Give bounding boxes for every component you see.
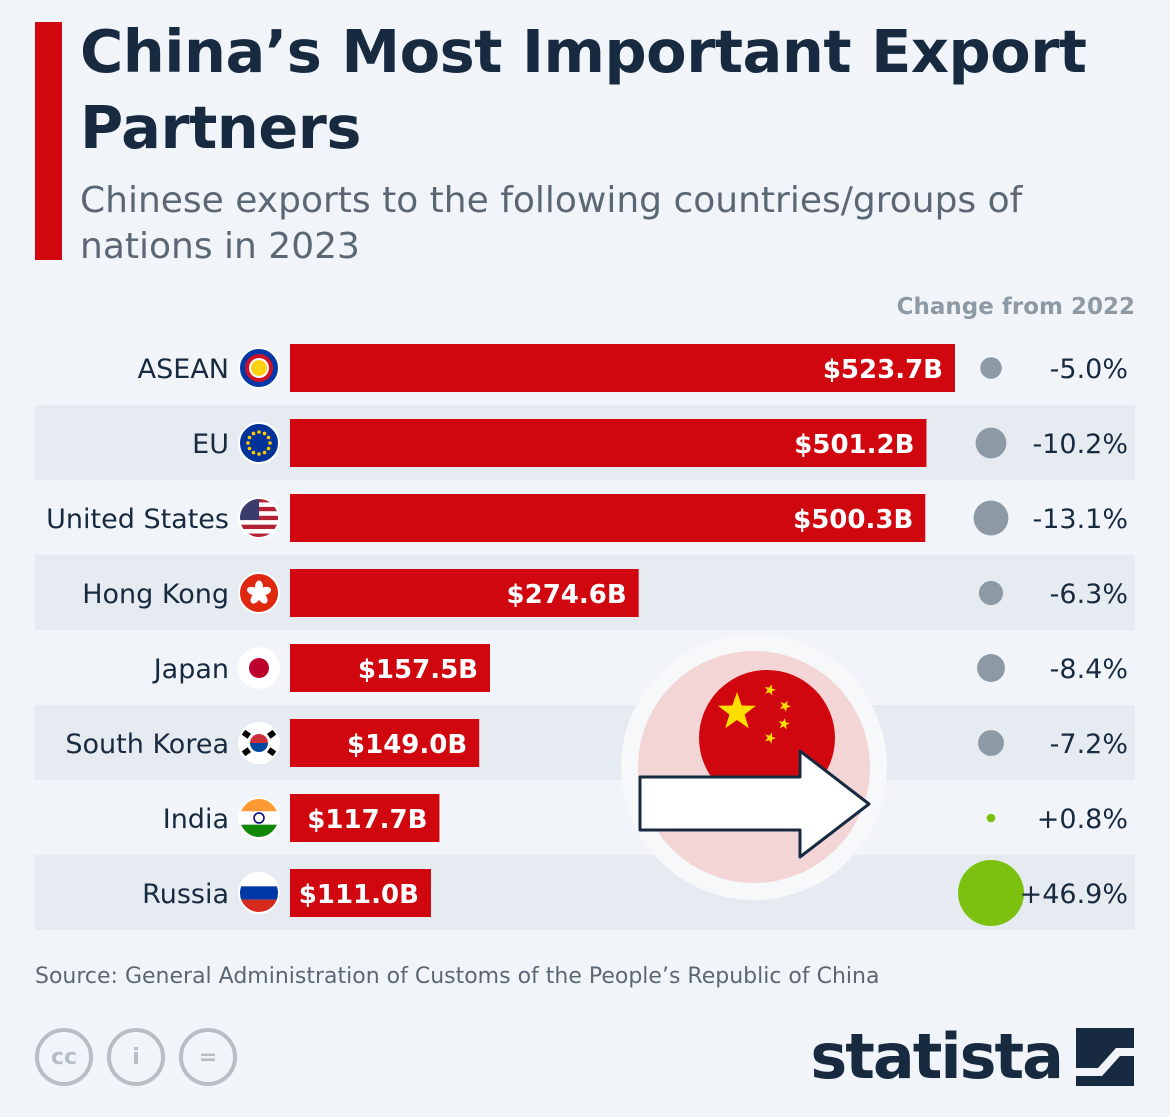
change-label: -10.2% (1032, 429, 1128, 460)
bar-row: Japan $157.5B -8.4% (152, 644, 1128, 692)
change-dot (978, 730, 1004, 756)
south-korea-flag-icon (239, 723, 279, 763)
bar[interactable] (290, 344, 955, 392)
asean-emblem-icon (239, 348, 279, 388)
hong-kong-flag-icon (239, 573, 279, 613)
china-big-star-icon (718, 692, 756, 729)
category-label: United States (46, 504, 229, 535)
china-small-star-icon (779, 700, 791, 712)
category-label: Japan (152, 654, 229, 685)
statista-mark-icon (1076, 1027, 1134, 1086)
bar-row: South Korea $149.0B -7.2% (65, 719, 1128, 767)
change-label: -13.1% (1032, 504, 1128, 535)
value-label: $274.6B (507, 580, 627, 610)
category-label: Hong Kong (82, 579, 229, 610)
bar[interactable] (290, 644, 490, 692)
value-label: $501.2B (794, 430, 914, 460)
china-export-badge (621, 634, 887, 900)
value-label: $149.0B (347, 730, 467, 760)
change-dot (980, 357, 1002, 379)
value-label: $523.7B (823, 355, 943, 385)
bar[interactable] (290, 569, 639, 617)
category-label: India (163, 804, 229, 835)
creative-commons-icon[interactable]: cc (35, 1028, 93, 1086)
license-icons: cc i = (35, 1028, 237, 1086)
no-derivatives-icon[interactable]: = (179, 1028, 237, 1086)
category-label: Russia (142, 879, 229, 910)
bar[interactable] (290, 494, 926, 542)
bar[interactable] (290, 419, 927, 467)
category-label: South Korea (65, 729, 229, 760)
attribution-icon[interactable]: i (107, 1028, 165, 1086)
change-dot (958, 860, 1024, 926)
change-label: -8.4% (1050, 654, 1128, 685)
chart-title: China’s Most Important Export Partners (80, 17, 1087, 162)
brand-name: statista (810, 1020, 1064, 1093)
bar-row: United States $500.3B -13.1% (46, 494, 1128, 542)
value-label: $111.0B (299, 880, 419, 910)
title-accent-bar (35, 22, 62, 260)
bar[interactable] (290, 794, 440, 842)
china-small-star-icon (765, 732, 776, 744)
us-flag-icon (239, 498, 279, 538)
change-label: -6.3% (1050, 579, 1128, 610)
category-label: ASEAN (138, 354, 229, 385)
change-dot (973, 500, 1009, 536)
japan-flag-icon (239, 648, 279, 688)
china-small-star-icon (778, 718, 790, 730)
change-label: -7.2% (1050, 729, 1128, 760)
statista-logo[interactable]: statista (810, 1020, 1134, 1093)
bar[interactable] (290, 719, 480, 767)
value-label: $157.5B (358, 655, 478, 685)
eu-flag-icon (239, 423, 279, 463)
change-dot (978, 580, 1004, 606)
bar-row: EU $501.2B -10.2% (192, 419, 1128, 467)
source-note: Source: General Administration of Custom… (35, 964, 880, 989)
bar-row: Russia $111.0B +46.9% (142, 860, 1128, 926)
bar-row: Hong Kong $274.6B -6.3% (82, 569, 1128, 617)
row-stripe (35, 855, 1135, 930)
change-column-header: Change from 2022 (896, 294, 1135, 320)
change-label: -5.0% (1050, 354, 1128, 385)
change-label: +46.9% (1020, 879, 1128, 910)
china-small-star-icon (765, 684, 776, 696)
value-label: $117.7B (307, 805, 427, 835)
row-stripe (35, 705, 1135, 780)
chart-subtitle: Chinese exports to the following countri… (80, 180, 1023, 267)
change-dot (986, 813, 996, 823)
bar-row: India $117.7B +0.8% (163, 794, 1128, 842)
bar-row: ASEAN $523.7B -5.0% (138, 344, 1128, 392)
value-label: $500.3B (793, 505, 913, 535)
change-dot (977, 654, 1005, 682)
arrow-right-icon (638, 749, 871, 859)
category-label: EU (192, 429, 229, 460)
bar[interactable] (290, 869, 431, 917)
change-label: +0.8% (1037, 804, 1128, 835)
change-dot (975, 427, 1007, 459)
